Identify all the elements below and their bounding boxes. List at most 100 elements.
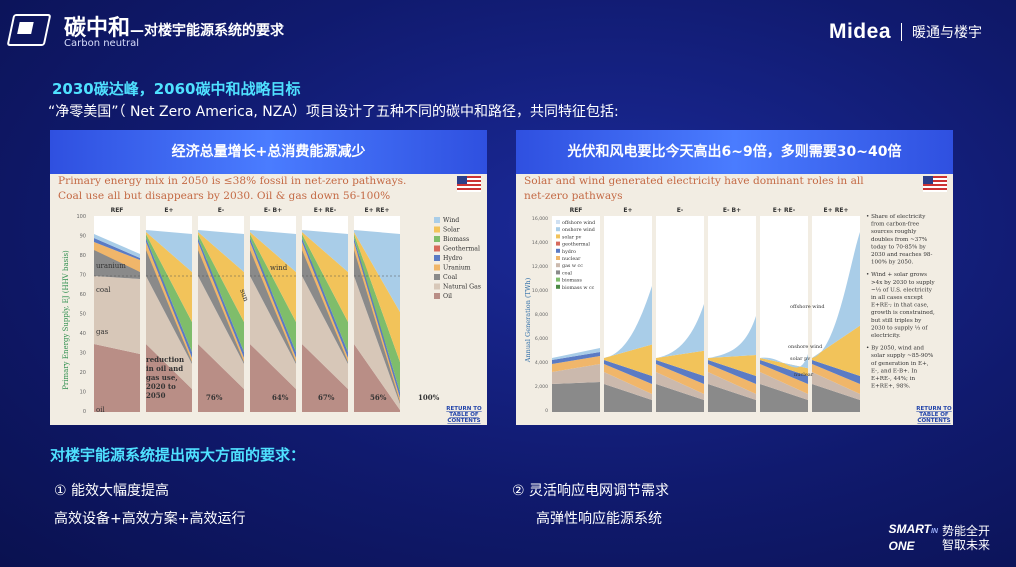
coal-gen-area [604,384,652,412]
right-legend-swatch [556,263,560,268]
annot-nuclear: nuclear [794,372,814,378]
left-legend-label: Natural Gas [443,284,481,291]
hydro-gen-area [604,360,652,384]
nuclear-gen-area [708,364,756,394]
coal-gen-area [708,384,756,412]
left-legend-label: Uranium [443,265,471,272]
left-legend-label: Coal [443,274,457,281]
natural-gas-area [302,276,348,389]
left-scenario-label: REF [111,207,124,214]
right-note-line: • Share of electricity [866,214,926,220]
left-panel-caption: Primary energy mix in 2050 is ≤38% fossi… [58,174,438,204]
biomass-area [198,234,244,352]
reduction-note-3: gas use, [146,373,178,382]
left-legend-label: Wind [443,217,459,224]
right-panel-caption: Solar and wind generated electricity hav… [524,174,904,204]
gas-gen-area [708,372,756,400]
coal-area [198,250,244,364]
left-return-link-3[interactable]: CONTENTS [447,418,480,424]
left-ytick: 10 [80,390,86,396]
wind-gen-area [656,304,704,358]
goal-heading: 2030碳达峰，2060碳中和战略目标 [52,80,301,98]
left-legend-swatch [434,245,440,252]
coal-gen-area [812,384,860,412]
left-legend-swatch [434,217,440,223]
left-panel-header: 经济总量增长+总消费能源减少 [50,130,487,174]
left-ytick: 80 [80,253,86,259]
coal-area [302,250,348,364]
right-note-line: sources roughly [871,229,917,235]
right-note-line: from carbon-free [871,222,920,228]
right-scenario-label: E+ RE+ [824,207,849,214]
right-note-line: 100% by 2050. [871,260,914,266]
right-note-line: of generation in E+, [871,361,929,367]
wind-area [146,230,192,272]
wind-gen-area [760,354,808,369]
oil-area [198,344,244,412]
right-note-line: E+RE-; in that case, [871,303,929,309]
right-note-line: >4x by 2030 to supply [871,280,936,286]
nuclear-gen-area [760,364,808,394]
right-note-line: 2030 to supply ⅓ of [871,325,928,331]
right-legend-swatch [556,248,560,253]
right-legend-swatch [556,234,560,239]
hydro-gen-area [656,360,704,384]
right-note-line: • Wind + solar grows [866,272,927,278]
footer-in: IN [930,528,938,535]
left-ytick: 0 [83,409,86,415]
left-chart-panel: 经济总量增长+总消费能源减少 Primary energy mix in 205… [50,130,487,425]
coal-gen-area [760,384,808,412]
oil-area [94,344,140,412]
left-ytick: 40 [80,331,86,337]
coal-area [250,250,296,364]
left-ytick: 100 [76,214,86,220]
solar-gen-area [760,358,808,376]
right-scenario-label: REF [570,207,583,214]
biomass-area [354,234,400,392]
left-scenario-label: E+ [164,207,173,214]
left-legend-swatch [434,236,440,242]
wind-area [94,234,140,258]
title-english: Carbon neutral [64,38,139,49]
hydro-area [354,238,400,398]
left-legend-swatch [434,283,440,290]
right-return-link-2[interactable]: TABLE OF [919,412,949,418]
nuclear-gen-area [552,356,600,372]
wind-area [250,230,296,272]
right-note-line: E+RE-, 44%; in [871,376,916,382]
left-return-link-2[interactable]: TABLE OF [449,412,479,418]
right-y-axis-label: Annual Generation (TWh) [524,277,532,363]
right-legend-swatch [556,284,560,289]
natural-gas-area [94,276,140,354]
slide-title: 碳中和—对楼宇能源系统的要求 [64,10,284,42]
wind-area [302,230,348,272]
footer-slogan: SMARTIN ONE 势能全开 智取未来 [889,522,990,553]
brand-logo: Midea 暖通与楼宇 [829,20,982,44]
left-ytick: 60 [80,292,86,298]
right-caption-line1: Solar and wind generated electricity hav… [524,175,864,187]
left-legend-label: Biomass [443,236,469,243]
us-flag-icon [457,176,481,192]
right-return-link-3[interactable]: CONTENTS [917,418,950,424]
natural-gas-area [354,276,400,410]
wind-gen-area [708,316,756,358]
solar-gen-area [812,325,860,376]
uranium-area [146,242,192,362]
coal-area [146,250,192,364]
oil-area [146,344,192,412]
left-scenario-label: E+ RE+ [365,207,390,214]
hydro-area [302,238,348,358]
intro-text: “净零美国”（ Net Zero America, NZA）项目设计了五种不同的… [48,104,619,120]
gas-gen-area [656,372,704,400]
gas-gen-area [812,372,860,400]
wind-gen-area [552,348,600,360]
right-legend-label: onshore wind [562,227,595,233]
requirement-1-title: ① 能效大幅度提高 [54,483,170,499]
left-return-link-1[interactable]: RETURN TO [446,406,482,412]
oil-area [354,344,400,412]
reduction-note-1: reduction [146,355,184,364]
left-legend-label: Solar [443,227,460,234]
uranium-area [250,242,296,362]
right-return-link-1[interactable]: RETURN TO [916,406,952,412]
right-ytick: 10,000 [532,288,548,294]
